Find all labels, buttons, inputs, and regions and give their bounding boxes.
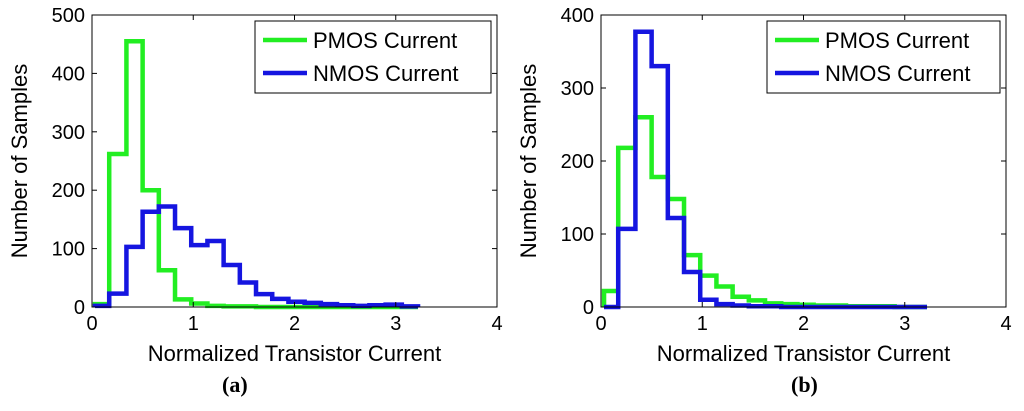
y-tick-label: 200 <box>52 180 85 202</box>
y-axis-label-a: Number of Samples <box>7 64 32 258</box>
y-tick-label: 100 <box>52 239 85 261</box>
x-tick-label: 4 <box>1000 313 1011 335</box>
legend-entry-label: PMOS Current <box>825 28 969 53</box>
legend-entry-label: PMOS Current <box>313 28 457 53</box>
chart-panel-b: 0 1 2 3 4 0 100 200 300 400 Normalized Transistor … <box>516 5 1012 366</box>
x-tick-label: 2 <box>289 313 300 335</box>
y-tick-label: 0 <box>583 297 594 319</box>
x-tick-label: 2 <box>798 313 809 335</box>
panel-a-caption: (a) <box>222 372 248 397</box>
x-tick-label: 4 <box>491 313 502 335</box>
x-tick-label: 1 <box>697 313 708 335</box>
x-tick-label: 0 <box>595 313 606 335</box>
panel-b-caption: (b) <box>791 372 818 397</box>
legend-box <box>254 20 492 94</box>
x-tick-label: 3 <box>390 313 401 335</box>
series-line-nmos-current-a <box>92 204 421 309</box>
legend-box <box>766 20 1001 94</box>
y-tick-label: 300 <box>52 122 85 144</box>
x-tick-label: 1 <box>188 313 199 335</box>
y-tick-label: 0 <box>74 297 85 319</box>
chart-panel-a: 0 1 2 3 4 0 100 200 300 400 500 Normalized Transist… <box>7 5 503 366</box>
x-axis-label-a: Normalized Transistor Current <box>148 341 441 366</box>
y-tick-label: 300 <box>561 78 594 100</box>
x-axis-label-b: Normalized Transistor Current <box>657 341 950 366</box>
legend-entry-label: NMOS Current <box>825 61 970 86</box>
series-line-pmos-current-b <box>601 114 928 310</box>
y-tick-label: 400 <box>52 63 85 85</box>
legend-a: PMOS Current NMOS Current <box>254 20 492 94</box>
x-tick-label: 3 <box>899 313 910 335</box>
y-axis-label-b: Number of Samples <box>516 64 541 258</box>
legend-entry-label: NMOS Current <box>313 61 458 86</box>
y-tick-label: 400 <box>561 5 594 27</box>
y-tick-label: 100 <box>561 224 594 246</box>
legend-b: PMOS Current NMOS Current <box>766 20 1001 94</box>
x-tick-label: 0 <box>86 313 97 335</box>
y-tick-label: 500 <box>52 5 85 27</box>
y-tick-label: 200 <box>561 151 594 173</box>
